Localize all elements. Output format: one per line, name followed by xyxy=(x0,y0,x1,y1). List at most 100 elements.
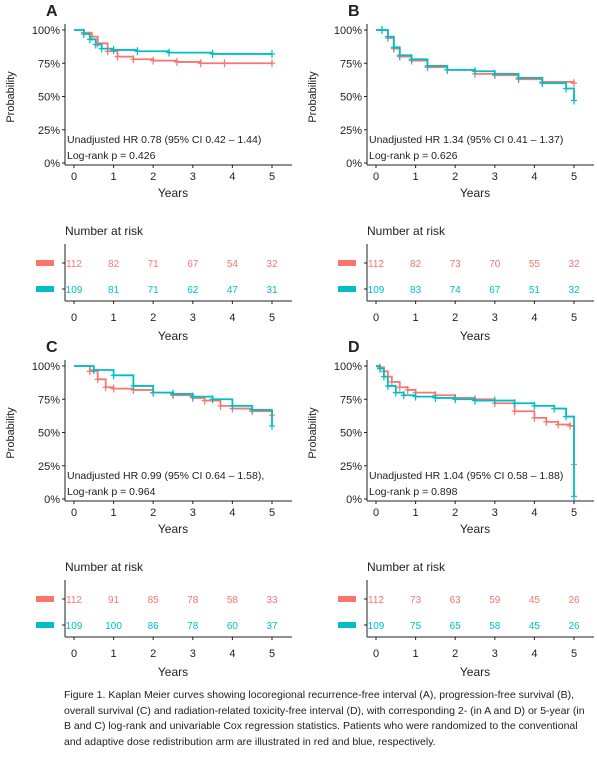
risk-count: 81 xyxy=(108,285,120,296)
risk-legend-key-conventional xyxy=(36,260,54,266)
y-tick-label: 50% xyxy=(38,428,60,440)
risk-x-tick-label: 2 xyxy=(150,648,156,660)
risk-x-tick-label: 0 xyxy=(373,312,379,324)
risk-count: 58 xyxy=(227,595,239,606)
x-tick-label: 0 xyxy=(71,171,77,183)
y-tick-label: 0% xyxy=(44,494,60,506)
x-axis-label: Years xyxy=(460,186,490,200)
risk-count: 59 xyxy=(489,595,501,606)
risk-x-tick-label: 0 xyxy=(373,648,379,660)
y-tick-label: 50% xyxy=(340,428,362,440)
risk-table-title: Number at risk xyxy=(367,224,446,238)
risk-table-title: Number at risk xyxy=(65,560,144,574)
y-tick-label: 25% xyxy=(38,461,60,473)
risk-table-title: Number at risk xyxy=(65,224,144,238)
risk-count: 78 xyxy=(187,595,199,606)
risk-count: 73 xyxy=(410,595,422,606)
y-tick-label: 75% xyxy=(340,394,362,406)
risk-x-tick-label: 1 xyxy=(413,648,419,660)
risk-count: 83 xyxy=(410,285,422,296)
x-tick-label: 5 xyxy=(571,171,577,183)
x-axis-label: Years xyxy=(158,522,188,536)
risk-count: 32 xyxy=(568,259,580,270)
risk-legend-key-conventional xyxy=(338,596,356,602)
risk-x-tick-label: 3 xyxy=(492,648,498,660)
risk-count: 82 xyxy=(410,259,422,270)
risk-x-tick-label: 2 xyxy=(452,648,458,660)
risk-count: 54 xyxy=(227,259,239,270)
x-tick-label: 5 xyxy=(269,507,275,519)
x-tick-label: 3 xyxy=(190,507,196,519)
risk-count: 51 xyxy=(529,285,541,296)
panel-label: A xyxy=(46,3,58,20)
risk-count: 32 xyxy=(568,285,580,296)
risk-count: 62 xyxy=(187,285,199,296)
risk-count: 100 xyxy=(105,621,122,632)
risk-x-tick-label: 3 xyxy=(190,648,196,660)
figure-caption: Figure 1. Kaplan Meier curves showing lo… xyxy=(64,689,585,748)
x-axis-label: Years xyxy=(460,522,490,536)
risk-legend-key-conventional xyxy=(338,260,356,266)
y-tick-label: 100% xyxy=(32,25,60,37)
y-tick-label: 100% xyxy=(334,361,362,373)
km-curve-conventional xyxy=(376,29,575,84)
risk-x-tick-label: 0 xyxy=(71,312,77,324)
y-axis-label: Probability xyxy=(307,407,319,459)
hr-stat-text: Unadjusted HR 1.34 (95% CI 0.41 – 1.37) xyxy=(369,134,563,146)
y-tick-label: 0% xyxy=(346,158,362,170)
km-curve-adaptive xyxy=(74,29,272,55)
x-tick-label: 1 xyxy=(111,507,117,519)
panel-label: C xyxy=(46,339,58,356)
risk-x-axis-label: Years xyxy=(158,329,188,343)
risk-x-axis-label: Years xyxy=(158,665,188,679)
y-tick-label: 75% xyxy=(38,394,60,406)
risk-count: 85 xyxy=(148,595,160,606)
risk-x-axis-label: Years xyxy=(460,665,490,679)
y-tick-label: 50% xyxy=(38,92,60,104)
risk-legend-key-adaptive xyxy=(338,622,356,628)
risk-x-tick-label: 3 xyxy=(190,312,196,324)
y-tick-label: 100% xyxy=(334,25,362,37)
risk-count: 109 xyxy=(368,285,385,296)
y-tick-label: 0% xyxy=(44,158,60,170)
risk-count: 55 xyxy=(529,259,541,270)
risk-x-tick-label: 0 xyxy=(71,648,77,660)
risk-count: 71 xyxy=(148,259,160,270)
x-tick-label: 2 xyxy=(150,507,156,519)
risk-count: 60 xyxy=(227,621,239,632)
risk-legend-key-adaptive xyxy=(36,622,54,628)
risk-count: 86 xyxy=(148,621,160,632)
x-tick-label: 0 xyxy=(373,171,379,183)
panel-label: D xyxy=(348,339,360,356)
y-tick-label: 75% xyxy=(340,58,362,70)
risk-count: 70 xyxy=(489,259,501,270)
risk-x-tick-label: 4 xyxy=(531,648,537,660)
risk-count: 33 xyxy=(266,595,278,606)
risk-x-tick-label: 2 xyxy=(452,312,458,324)
x-tick-label: 3 xyxy=(492,171,498,183)
y-tick-label: 25% xyxy=(38,125,60,137)
risk-x-tick-label: 5 xyxy=(269,312,275,324)
y-axis-label: Probability xyxy=(5,407,17,459)
risk-count: 63 xyxy=(450,595,462,606)
y-tick-label: 0% xyxy=(346,494,362,506)
risk-legend-key-conventional xyxy=(36,596,54,602)
risk-x-axis-label: Years xyxy=(460,329,490,343)
x-tick-label: 3 xyxy=(492,507,498,519)
risk-count: 82 xyxy=(108,259,120,270)
y-axis-label: Probability xyxy=(5,71,17,123)
y-tick-label: 75% xyxy=(38,58,60,70)
risk-count: 112 xyxy=(66,595,82,606)
y-tick-label: 50% xyxy=(340,92,362,104)
risk-count: 45 xyxy=(529,595,541,606)
risk-x-tick-label: 2 xyxy=(150,312,156,324)
risk-count: 73 xyxy=(450,259,462,270)
x-tick-label: 2 xyxy=(452,171,458,183)
x-tick-label: 1 xyxy=(111,171,117,183)
km-curve-adaptive xyxy=(376,29,575,101)
y-tick-label: 25% xyxy=(340,125,362,137)
risk-count: 112 xyxy=(66,259,82,270)
risk-count: 74 xyxy=(450,285,462,296)
panel-a: A 0% 25% 50% 75% 100% 0 1 2 3 4 5 Probability Years Un… xyxy=(5,3,292,343)
risk-count: 112 xyxy=(368,595,384,606)
